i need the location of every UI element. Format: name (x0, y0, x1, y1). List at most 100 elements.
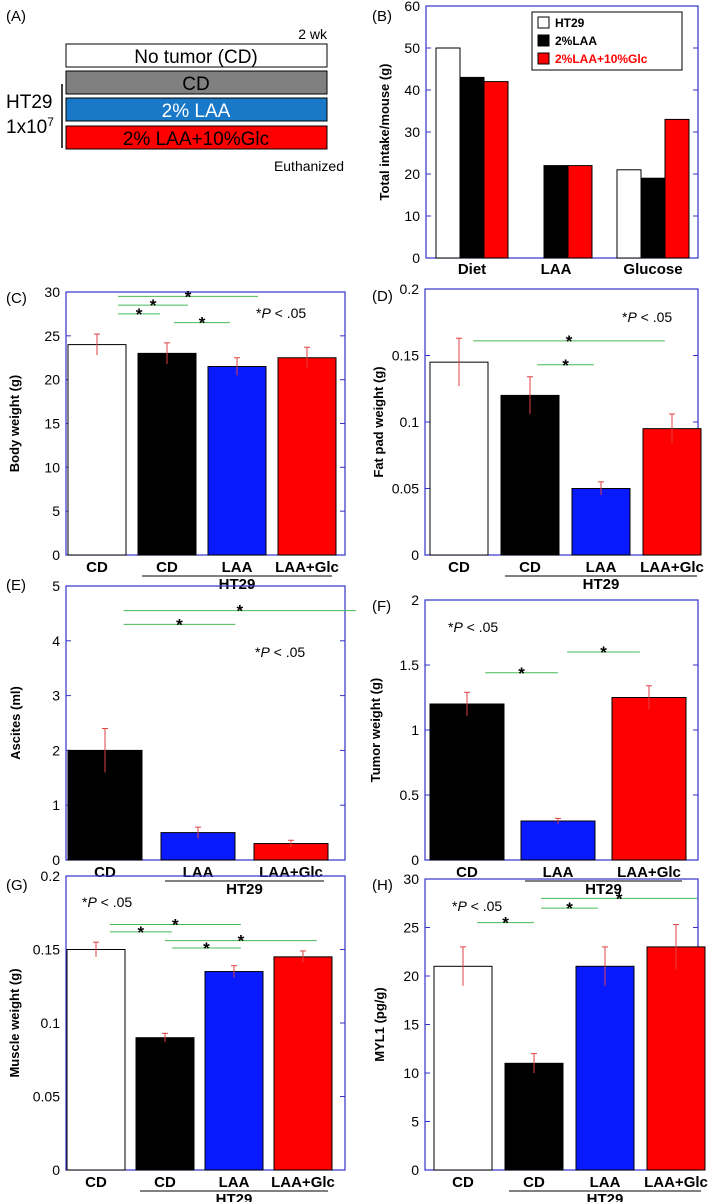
bar (429, 703, 505, 861)
y-tick-label: 10 (403, 1065, 419, 1081)
y-tick-label: 20 (44, 372, 60, 388)
y-tick-label: 5 (52, 578, 60, 594)
x-category-label: CD (452, 1174, 474, 1191)
legend-label: 2%LAA+10%Glc (555, 52, 648, 66)
x-category-label: CD (85, 1174, 107, 1191)
y-tick-label: 2 (52, 742, 60, 758)
y-tick-label: 20 (404, 166, 420, 182)
y-axis-label: Ascites (ml) (8, 686, 23, 760)
significance-star: * (199, 314, 206, 333)
x-category-label: LAA (590, 1174, 621, 1191)
bar (520, 820, 596, 861)
y-tick-label: 0 (52, 1162, 60, 1178)
bar (646, 946, 706, 1171)
significance-note: *P < .05 (452, 898, 502, 914)
y-tick-label: 30 (404, 124, 420, 140)
significance-note: *P < .05 (256, 305, 306, 321)
bar (640, 177, 666, 259)
bar (66, 949, 126, 1171)
y-tick-label: 30 (44, 284, 60, 300)
bar (664, 118, 690, 259)
y-axis-label: MYL1 (pg/g) (372, 987, 387, 1061)
panel-label: (E) (6, 577, 26, 594)
y-axis-label: Fat pad weight (g) (371, 366, 386, 477)
y-tick-label: 1 (411, 722, 419, 738)
x-category-label: LAA (222, 559, 253, 576)
panel-label: (H) (372, 877, 393, 894)
panel-a-label: (A) (6, 8, 26, 25)
bar (571, 488, 631, 556)
x-category-label: LAA (543, 864, 574, 881)
panel-c-body-weight-chart: (C) 0 5 10 15 20 25 30 Body weight (g) CD CD LAA LAA… (6, 284, 346, 593)
panel-a-design: (A) 2 wk No tumor (CD) CD 2% LAA 2% LAA+… (6, 8, 344, 174)
laa-label: 2% LAA (162, 101, 231, 122)
y-tick-label: 25 (44, 328, 60, 344)
y-tick-label: 20 (403, 968, 419, 984)
bar (204, 971, 264, 1171)
significance-star: * (237, 602, 244, 621)
y-axis-label: Tumor weight (g) (368, 678, 383, 782)
legend-box (531, 11, 683, 71)
x-category-label: CD (94, 864, 116, 881)
y-tick-label: 4 (52, 633, 60, 649)
legend-swatch (537, 16, 550, 29)
bar (207, 366, 267, 556)
y-tick-label: 10 (404, 208, 420, 224)
significance-star: * (238, 932, 245, 951)
legend-swatch (537, 34, 550, 47)
y-tick-label: 15 (44, 416, 60, 432)
x-category-label: CD (519, 559, 541, 576)
y-tick-label: 0.1 (400, 414, 420, 430)
duration-label: 2 wk (298, 26, 328, 42)
y-tick-label: 0 (411, 1162, 419, 1178)
group-label: HT29 (583, 576, 620, 593)
x-category-label: CD (523, 1174, 545, 1191)
y-tick-label: 0.5 (400, 787, 420, 803)
significance-star: * (138, 923, 145, 942)
y-tick-label: 0.15 (33, 942, 60, 958)
x-category-label: Diet (458, 261, 486, 278)
bar (575, 965, 635, 1171)
panel-label: (F) (372, 598, 391, 615)
y-tick-label: 1.5 (400, 657, 420, 673)
significance-star: * (566, 332, 573, 351)
significance-star: * (185, 287, 192, 306)
group-label: HT29 (226, 881, 263, 898)
x-category-label: LAA (586, 559, 617, 576)
y-tick-label: 0.2 (400, 281, 420, 297)
bar (483, 81, 509, 259)
x-category-label: CD (86, 559, 108, 576)
bar (67, 344, 127, 556)
legend-swatch (537, 52, 550, 65)
y-axis-label: Total intake/mouse (g) (377, 64, 392, 201)
significance-star: * (176, 615, 183, 634)
x-category-label: LAA (183, 864, 214, 881)
panel-b-intake-chart: (B) 0 10 20 30 40 50 60 Total intake/mouse (g) Di… (372, 0, 699, 278)
x-category-label: LAA+Glc (617, 864, 681, 881)
bar (435, 47, 461, 259)
x-category-label: LAA (219, 1174, 250, 1191)
y-tick-label: 1 (52, 797, 60, 813)
significance-star: * (172, 916, 179, 935)
significance-star: * (150, 296, 157, 315)
bar (500, 394, 560, 556)
bar (642, 428, 702, 556)
y-tick-label: 0 (411, 852, 419, 868)
panel-f-tumor-weight-chart: (F) 0 0.5 1 1.5 2 Tumor weight (g) CD LAA LAA+Glc… (368, 592, 699, 898)
significance-note: *P < .05 (82, 894, 132, 910)
y-tick-label: 30 (403, 871, 419, 887)
cell-count-label: 1x107 (6, 115, 54, 138)
bar (611, 697, 687, 861)
panel-h-myl1-chart: (H) 0 5 10 15 20 25 30 MYL1 (pg/g) CD CD LAA LAA+Glc… (372, 871, 708, 1202)
panel-label: (C) (6, 290, 27, 307)
y-axis-label: Body weight (g) (7, 375, 22, 473)
y-tick-label: 0.05 (392, 481, 419, 497)
legend-label: HT29 (555, 16, 585, 30)
y-axis-label: Muscle weight (g) (7, 968, 22, 1077)
y-tick-label: 0 (52, 547, 60, 563)
y-tick-label: 2 (411, 592, 419, 608)
significance-star: * (203, 939, 210, 958)
legend-label: 2%LAA (555, 34, 597, 48)
x-category-label: Glucose (623, 261, 682, 278)
